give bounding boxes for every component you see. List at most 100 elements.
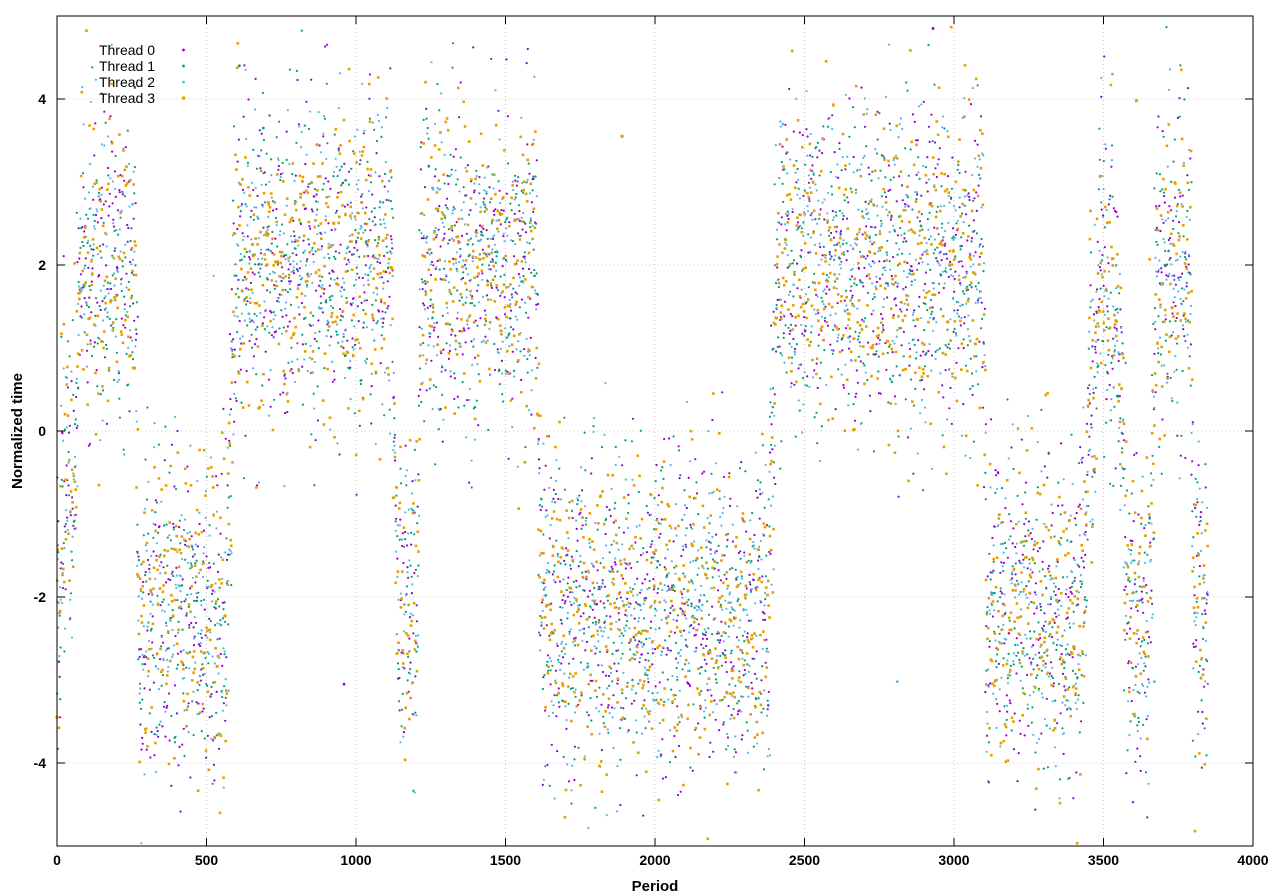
data-point xyxy=(494,250,497,254)
data-point xyxy=(371,193,374,196)
data-point xyxy=(229,495,232,498)
data-point xyxy=(982,486,986,489)
data-point xyxy=(113,284,116,287)
data-point xyxy=(653,497,656,500)
data-point xyxy=(155,501,158,504)
data-point xyxy=(564,600,567,603)
data-point xyxy=(88,296,91,299)
data-point xyxy=(786,151,789,154)
data-point xyxy=(1092,391,1095,394)
data-point xyxy=(577,565,580,568)
data-point xyxy=(606,687,609,690)
data-point xyxy=(536,302,540,306)
data-point xyxy=(93,341,96,344)
data-point xyxy=(601,670,605,674)
data-point xyxy=(1106,310,1109,313)
data-point xyxy=(392,216,395,219)
data-point xyxy=(389,67,392,70)
data-point xyxy=(195,559,198,562)
data-point xyxy=(1024,481,1028,484)
data-point xyxy=(870,313,873,316)
data-point xyxy=(275,280,278,283)
data-point xyxy=(224,719,227,722)
data-point xyxy=(328,296,331,299)
data-point xyxy=(582,612,585,615)
data-point xyxy=(543,594,546,597)
data-point xyxy=(917,305,921,308)
data-point xyxy=(61,586,65,590)
data-point xyxy=(323,256,326,259)
data-point xyxy=(655,609,658,612)
data-point xyxy=(325,299,328,302)
data-point xyxy=(248,262,251,265)
data-point xyxy=(830,255,833,258)
data-point xyxy=(1164,339,1167,342)
data-point xyxy=(465,288,468,291)
data-point xyxy=(777,336,780,339)
data-point xyxy=(77,386,80,389)
data-point xyxy=(128,305,132,308)
data-point xyxy=(738,670,741,673)
data-point xyxy=(623,561,626,564)
data-point xyxy=(276,263,279,266)
data-point xyxy=(206,636,209,639)
data-point xyxy=(90,258,94,261)
data-point xyxy=(124,326,127,329)
data-point xyxy=(939,273,942,276)
data-point xyxy=(88,442,91,445)
data-point xyxy=(703,658,706,661)
data-point xyxy=(537,437,540,441)
data-point xyxy=(570,509,574,512)
data-point xyxy=(562,755,565,759)
data-point xyxy=(497,352,501,355)
data-point xyxy=(1178,115,1181,118)
data-point xyxy=(443,182,446,185)
data-point xyxy=(885,195,888,199)
data-point xyxy=(514,174,517,177)
data-point xyxy=(1179,454,1182,457)
data-point xyxy=(875,343,878,346)
data-point xyxy=(864,257,867,260)
data-point xyxy=(854,188,858,191)
data-point xyxy=(1186,209,1189,212)
data-point xyxy=(1204,463,1207,466)
data-point xyxy=(709,548,712,551)
data-point xyxy=(478,183,481,186)
data-point xyxy=(993,525,996,528)
data-point xyxy=(850,275,854,278)
data-point xyxy=(57,626,60,629)
data-point xyxy=(556,750,559,753)
data-point xyxy=(801,332,804,335)
data-point xyxy=(592,430,595,433)
data-point xyxy=(453,224,456,227)
data-point xyxy=(173,684,176,687)
data-point xyxy=(740,461,743,464)
data-point xyxy=(285,130,288,133)
data-point xyxy=(253,206,256,209)
data-point xyxy=(1068,653,1071,657)
data-point xyxy=(564,547,568,550)
data-point xyxy=(607,704,610,707)
data-point xyxy=(299,221,302,225)
data-point xyxy=(190,544,193,547)
data-point xyxy=(77,333,80,337)
data-point xyxy=(466,164,469,167)
data-point xyxy=(430,61,433,64)
data-point xyxy=(1018,719,1021,722)
data-point xyxy=(792,259,796,262)
data-point xyxy=(922,100,925,103)
data-point xyxy=(854,330,857,333)
data-point xyxy=(1078,503,1081,506)
data-point xyxy=(734,684,737,687)
data-point xyxy=(1127,621,1130,624)
data-point xyxy=(374,443,377,446)
data-point xyxy=(127,346,130,349)
data-point xyxy=(240,258,243,261)
data-point xyxy=(1125,772,1128,775)
data-point xyxy=(416,522,419,525)
data-point xyxy=(259,267,262,270)
data-point xyxy=(534,292,537,295)
data-point xyxy=(1204,612,1207,616)
data-point xyxy=(773,476,776,479)
data-point xyxy=(94,297,98,300)
